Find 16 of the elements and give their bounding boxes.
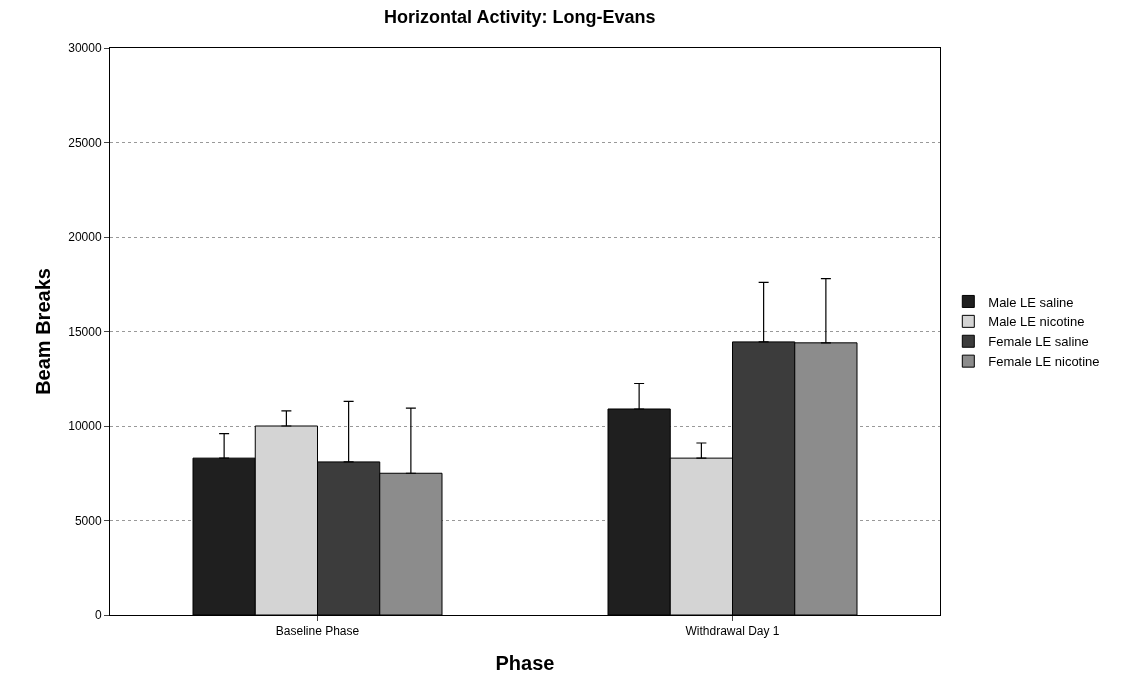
y-tick-label: 30000 <box>68 41 102 56</box>
y-tick-label: 25000 <box>68 135 102 150</box>
x-tick-label: Withdrawal Day 1 <box>685 624 780 639</box>
legend-label: Male LE nicotine <box>988 314 1085 330</box>
y-axis-title: Beam Breaks <box>31 268 54 395</box>
x-axis-title: Phase <box>495 651 555 674</box>
legend-label: Female LE nicotine <box>988 354 1100 370</box>
legend-label: Male LE saline <box>988 294 1074 310</box>
y-tick-label: 10000 <box>68 419 102 434</box>
y-tick-label: 20000 <box>68 230 102 245</box>
chart-title: Horizontal Activity: Long-Evans <box>384 6 656 27</box>
y-tick-label: 5000 <box>74 513 102 528</box>
y-tick-label: 0 <box>94 608 102 623</box>
legend-label: Female LE saline <box>988 334 1089 350</box>
y-tick-label: 15000 <box>68 324 102 339</box>
x-tick-label: Baseline Phase <box>275 624 360 639</box>
